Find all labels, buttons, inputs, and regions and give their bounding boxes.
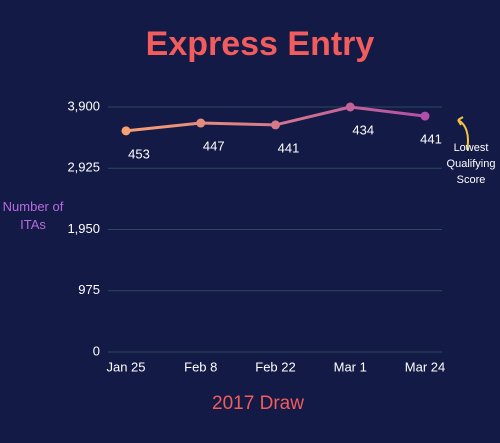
x-tick-label: Mar 24 [405,359,445,374]
score-label: 447 [203,138,225,153]
x-tick-label: Feb 22 [255,359,295,374]
point [271,120,280,130]
y-tick-label: 3,900 [67,98,100,113]
y-tick-label: 2,925 [67,160,100,175]
chart-title: Express Entry [146,25,375,63]
point [121,126,131,136]
x-axis-label: 2017 Draw [212,393,304,414]
score-label: 441 [420,132,442,147]
x-tick-label: Jan 25 [106,359,145,374]
annotation: Lowest Qualifying Score [446,142,496,186]
score-label: 434 [352,122,374,137]
y-tick-label: 975 [78,282,100,297]
y-axis-label: Number of ITAs [2,199,64,232]
score-label: 453 [128,146,150,161]
annotation-arrow [457,116,469,151]
x-tick-label: Mar 1 [334,359,367,374]
x-tick-label: Feb 8 [184,359,217,374]
point [196,118,206,128]
y-tick-label: 0 [93,343,100,358]
y-tick-label: 1,950 [67,221,100,236]
point [345,102,355,112]
point [420,111,430,121]
score-label: 441 [278,140,300,155]
